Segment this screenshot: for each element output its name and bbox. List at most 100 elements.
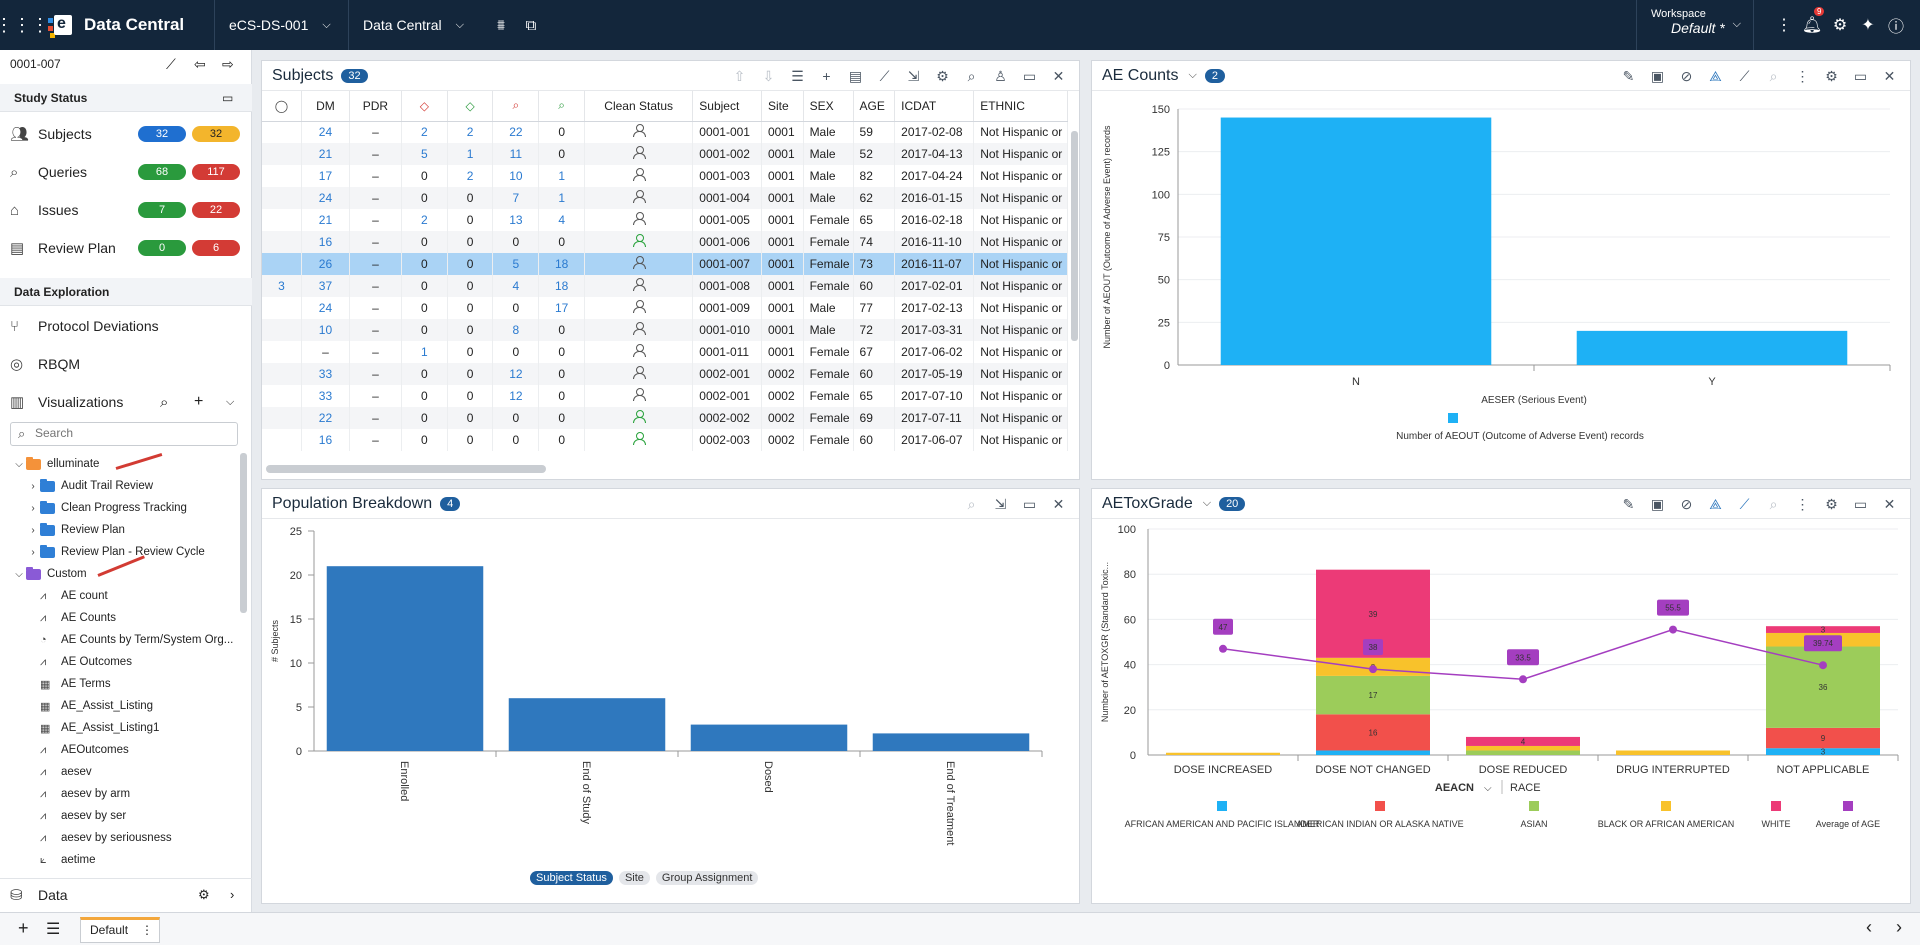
menu-icon[interactable]: ☰ [46,921,61,938]
forward-icon[interactable]: ⇨ [222,55,234,72]
table-cell[interactable]: 0 [447,407,494,429]
protocol-deviations-item[interactable]: ⑂ Protocol Deviations [0,310,252,342]
table-cell[interactable]: 8 [492,319,540,341]
arrow-up-icon[interactable]: ⇧ [733,67,746,84]
table-row[interactable]: 21–2 0 13 4 0001-005 0001 Female 65 2016-02-18 No… [262,209,1068,231]
table-cell[interactable]: 0 [492,231,540,253]
list-icon[interactable]: ☰ [791,67,804,84]
add-icon[interactable]: + [194,393,204,410]
column-header[interactable]: DM [301,91,350,122]
window-icon[interactable]: ▭ [1022,495,1037,512]
column-header[interactable]: ⌕ [538,91,586,122]
table-cell[interactable]: 24 [301,121,350,143]
back-icon[interactable]: ⇦ [194,55,206,72]
table-cell[interactable]: 0 [401,319,448,341]
table-cell[interactable]: 0 [492,341,540,363]
table-cell[interactable]: 22 [301,407,350,429]
tree-item[interactable]: › Clean Progress Tracking [0,497,240,519]
status-count-open[interactable]: 7 [138,202,186,218]
gear-icon[interactable]: ⚙ [1825,67,1838,84]
module-selector[interactable]: Data Central ⌵ [348,0,480,50]
tree-item[interactable]: ⌵ elluminate [0,453,240,475]
table-cell[interactable]: 0 [492,429,540,451]
gear-icon[interactable]: ⚙ [936,67,949,84]
export-icon[interactable]: ⇲ [907,67,920,84]
column-header[interactable]: ICDAT [894,91,975,122]
table-cell[interactable]: 0 [447,319,494,341]
table-cell[interactable]: 0 [401,187,448,209]
tree-item[interactable]: ▦ AE Terms [0,673,240,695]
tree-item[interactable]: ⩘ aesev [0,761,240,783]
column-header[interactable]: AGE [853,91,896,122]
status-count-open[interactable]: 32 [138,126,186,142]
column-header[interactable]: Site [761,91,804,122]
table-cell[interactable]: 0 [447,341,494,363]
zoom-out-icon[interactable]: ⌕ [1769,67,1778,84]
table-cell[interactable]: 1 [401,341,448,363]
arrow-down-icon[interactable]: ⇩ [762,67,775,84]
clipboard-icon[interactable]: ▣ [1650,495,1665,512]
table-cell[interactable]: 0 [447,429,494,451]
table-row[interactable]: 3 37–0 0 4 18 0001-008 0001 Female 60 2017-02-01 N… [262,275,1068,297]
export-icon[interactable]: ⇲ [994,495,1007,512]
data-item[interactable]: ⛁ Data ⚙ › [0,878,252,910]
table-cell[interactable]: 0 [538,341,586,363]
table-row[interactable]: 17–0 2 10 1 0001-003 0001 Male 82 2017-04-24 Not … [262,165,1068,187]
table-cell[interactable]: 0 [538,429,586,451]
gear-icon[interactable]: ⚙ [1825,495,1838,512]
filter-icon[interactable]: ⩩ [496,16,505,34]
column-header[interactable]: Subject [692,91,762,122]
column-header[interactable]: ◇ [447,91,494,122]
close-icon[interactable]: ✕ [1052,495,1065,512]
chart-line-icon[interactable]: ⟋ [166,55,176,72]
chevron-down-icon[interactable]: ⌵ [226,395,235,408]
table-cell[interactable]: 12 [492,385,540,407]
table-cell[interactable]: 0 [401,297,448,319]
table-cell[interactable]: 0 [447,187,494,209]
table-cell[interactable]: 0 [538,231,586,253]
tree-item[interactable]: › Review Plan [0,519,240,541]
table-cell[interactable]: 0 [447,209,494,231]
table-cell[interactable]: 18 [538,253,586,275]
table-cell[interactable]: 1 [447,143,494,165]
table-cell[interactable]: 0 [447,297,494,319]
clipboard-icon[interactable]: ▣ [1650,67,1665,84]
table-cell[interactable]: 0 [492,297,540,319]
chevron-down-icon[interactable]: ⌵ [1188,69,1197,81]
window-icon[interactable]: ▭ [1022,67,1037,84]
table-row[interactable]: 16–0 0 0 0 0002-003 0002 Female 60 2017-06-07 Not… [262,429,1068,451]
table-cell[interactable]: 0 [401,429,448,451]
app-grid-icon[interactable]: ⋮⋮⋮ [0,14,49,35]
table-cell[interactable]: 22 [492,121,540,143]
table-row[interactable]: – –1 0 0 0 0001-011 0001 Female 67 2017-06-02 Not … [262,341,1068,363]
table-cell[interactable]: 0 [401,407,448,429]
close-icon[interactable]: ✕ [1883,67,1896,84]
table-cell[interactable]: 21 [301,143,350,165]
add-icon[interactable]: + [18,918,29,938]
tree-item[interactable]: › Review Plan - Review Cycle [0,541,240,563]
groupby-tab[interactable]: Group Assignment [655,871,759,885]
tree-item[interactable]: ⩘ aesev by seriousness [0,827,240,849]
table-cell[interactable]: 33 [301,363,350,385]
chevron-down-icon[interactable]: ⌵ [1202,497,1212,509]
table-row[interactable]: 10–0 0 8 0 0001-010 0001 Male 72 2017-03-31 Not H… [262,319,1068,341]
table-cell[interactable]: 10 [492,165,540,187]
table-cell[interactable]: 2 [401,209,448,231]
search-icon[interactable]: ⌕ [967,67,976,84]
table-row[interactable]: 24–0 0 0 17 0001-009 0001 Male 77 2017-02-13 Not … [262,297,1068,319]
workspace-tab-default[interactable]: Default ⋮ [80,917,160,943]
tree-item[interactable]: ▦ AE_Assist_Listing [0,695,240,717]
table-cell[interactable]: 0 [401,231,448,253]
tree-item[interactable]: ⩘ aesev by arm [0,783,240,805]
more-vertical-icon[interactable]: ⋮ [1795,67,1810,84]
status-count-open[interactable]: 68 [138,164,186,180]
status-count-total[interactable]: 6 [192,240,240,256]
zoom-out-icon[interactable]: ⌕ [1769,495,1778,512]
table-cell[interactable]: 16 [301,429,350,451]
window-icon[interactable]: ▭ [1853,67,1868,84]
status-count-total[interactable]: 32 [192,126,240,142]
table-cell[interactable]: 37 [301,275,350,297]
rbqm-item[interactable]: ◎ RBQM [0,348,252,380]
edit-icon[interactable]: ✎ [1622,495,1635,512]
column-header[interactable]: ETHNIC [973,91,1068,122]
